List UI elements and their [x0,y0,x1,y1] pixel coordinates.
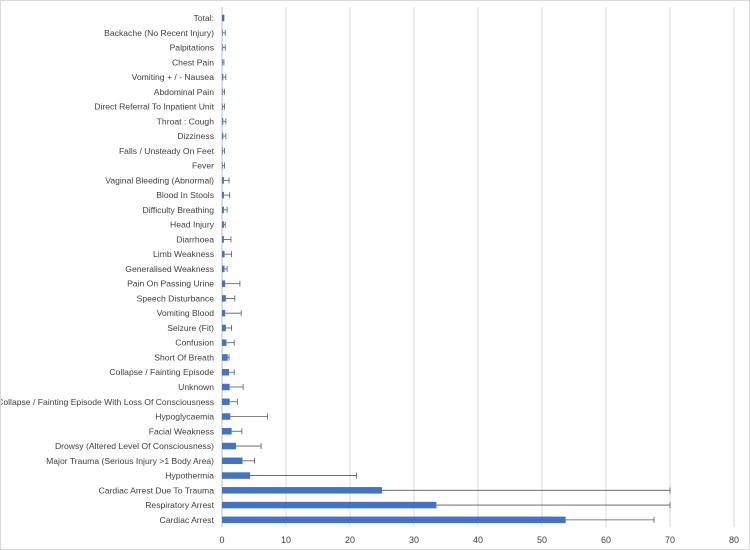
bar [222,398,230,406]
bar [222,501,437,509]
category-label: Collapse / Fainting Episode With Loss Of… [1,397,214,407]
category-label: Palpitations [170,43,214,53]
category-label: Hypothermia [165,471,214,481]
bar [222,309,226,317]
category-label: Diarrhoea [176,234,214,244]
category-label: Throat : Cough [157,116,215,126]
bar [222,428,232,435]
category-label: Backache (No Recent Injury) [104,28,214,38]
x-tick-label: 10 [281,535,291,545]
bar [222,413,231,420]
x-tick-label: 40 [473,535,483,545]
x-tick-label: 0 [219,535,224,545]
category-label: Total: [193,13,214,23]
category-label: Dizziness [177,131,214,141]
bar [222,295,226,302]
category-label: Direct Referral To Inpatient Unit [94,102,214,112]
bar [222,236,224,243]
bar [222,73,224,81]
category-label: Vaginal Bleeding (Abnormal) [105,175,214,185]
category-label: Chest Pain [172,57,214,67]
bar [222,162,223,169]
bar [222,265,225,273]
category-label: Cardiac Arrest [160,515,215,525]
bar [222,191,224,199]
bar [222,147,223,155]
category-label: Limb Weakness [153,249,214,259]
category-label: Difficulty Breathing [143,205,215,215]
category-label: Respiratory Arrest [145,500,214,510]
bar [222,206,224,214]
category-label: Vomiting + / - Nausea [132,72,215,82]
x-tick-label: 80 [729,535,739,545]
x-tick-label: 70 [665,535,675,545]
bar [222,457,243,465]
category-label: Falls / Unsteady On Feet [119,146,215,156]
category-label: Facial Weakness [149,426,214,436]
category-label: Major Trauma (Serious Injury >1 Body Are… [46,456,214,466]
category-label: Seizure (Fit) [167,323,214,333]
bar [222,177,224,184]
bar [222,44,223,51]
category-label: Vomiting Blood [157,308,215,318]
category-label: Cardiac Arrest Due To Trauma [99,485,215,495]
error-bars [222,15,671,523]
x-tick-label: 20 [345,535,355,545]
category-label: Short Of Breath [154,352,214,362]
bar [222,14,224,22]
category-label: Speech Disturbance [137,293,215,303]
bar [222,29,223,37]
bar [222,59,223,66]
category-label: Pain On Passing Urine [127,279,214,289]
category-label: Collapse / Fainting Episode [109,367,214,377]
category-label: Abdominal Pain [154,87,214,97]
x-tick-label: 60 [601,535,611,545]
bar [222,221,224,228]
category-label: Head Injury [170,220,215,230]
bar [222,472,251,479]
x-tick-label: 50 [537,535,547,545]
bar [222,383,230,391]
bar [222,516,566,524]
bar [222,280,226,287]
category-label: Blood In Stools [156,190,214,200]
bar [222,324,226,332]
category-label: Generalised Weakness [125,264,214,274]
bar [222,250,225,258]
bar [222,132,224,140]
bar [222,88,223,96]
bars [222,14,566,524]
category-labels: Total: Backache (No Recent Injury) Palpita… [1,13,215,525]
x-tick-labels: 0 10 20 30 40 50 60 70 80 [219,535,739,545]
bar [222,368,230,376]
category-label: Unknown [178,382,214,392]
bar [222,487,382,494]
category-label: Drowsy (Altered Level Of Consciousness) [55,441,214,451]
gridlines [221,7,735,527]
category-label: Fever [192,161,214,171]
category-label: Hypoglycaemia [155,412,214,422]
bar [222,442,237,450]
bar [222,103,223,110]
bar [222,339,227,346]
bar [222,354,228,361]
category-label: Confusion [175,338,214,348]
bar [222,118,224,125]
x-tick-label: 30 [409,535,419,545]
